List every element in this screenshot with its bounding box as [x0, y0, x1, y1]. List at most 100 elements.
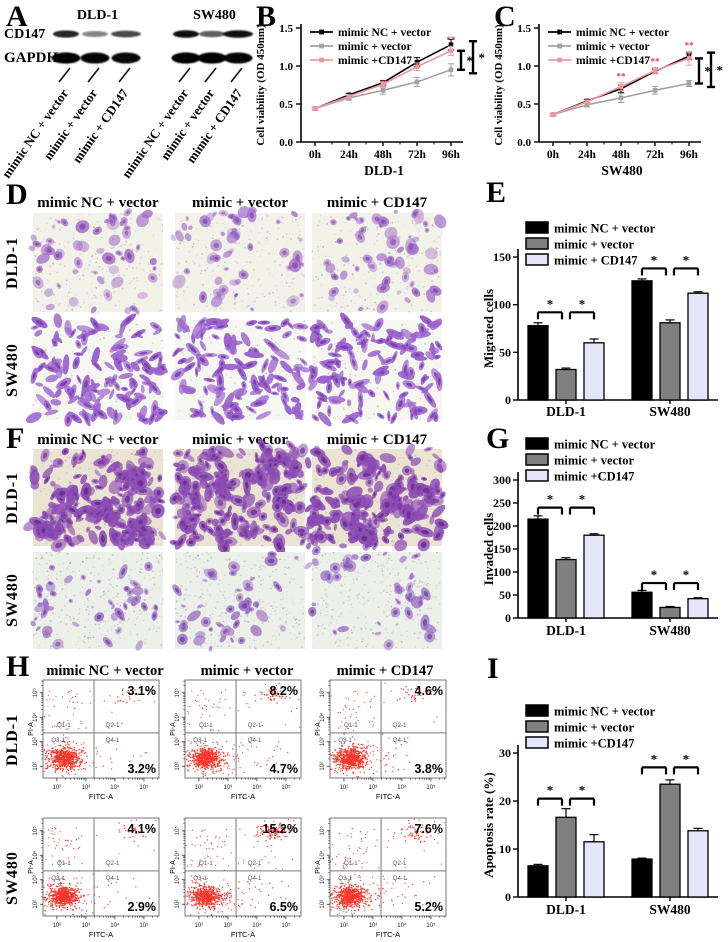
panel-h-col-header: mimic + vector — [200, 663, 294, 679]
svg-text:*: * — [705, 63, 712, 78]
svg-text:1.0: 1.0 — [279, 61, 293, 73]
panel-d-col-header: mimic + vector — [192, 195, 288, 211]
svg-text:1.5: 1.5 — [517, 23, 531, 35]
micrograph-invasion — [304, 546, 442, 651]
svg-text:0: 0 — [505, 393, 511, 407]
blot-row-label-cd147: CD147 — [4, 27, 46, 42]
svg-text:mimic NC + vector: mimic NC + vector — [576, 27, 669, 39]
svg-text:Cell viability (OD 450nm): Cell viability (OD 450nm) — [255, 24, 267, 146]
panel-d-row-label: SW480 — [4, 343, 21, 397]
panel-d-col-header: mimic + CD147 — [326, 195, 428, 211]
svg-text:SW480: SW480 — [649, 404, 691, 419]
panel-f-col-header: mimic + vector — [192, 432, 288, 448]
svg-text:DLD-1: DLD-1 — [546, 404, 586, 419]
panel-d-row-label: DLD-1 — [4, 236, 21, 289]
micrograph-migration — [28, 208, 164, 316]
micrograph-invasion — [304, 443, 449, 552]
panel-h-letter: H — [6, 650, 30, 683]
svg-text:96h: 96h — [680, 149, 699, 161]
svg-text:mimic +CD147: mimic +CD147 — [576, 55, 650, 67]
micrograph-invasion — [172, 551, 306, 652]
svg-text:0h: 0h — [547, 149, 560, 161]
svg-text:mimic + vector: mimic + vector — [576, 41, 650, 53]
panel-f-row-label: SW480 — [4, 573, 21, 628]
panel-f-col-header: mimic NC + vector — [37, 432, 159, 448]
micrograph-invasion — [23, 446, 167, 552]
svg-text:48h: 48h — [374, 149, 393, 161]
svg-text:*: * — [579, 296, 586, 311]
panel-d-col-header: mimic NC + vector — [37, 195, 159, 211]
svg-text:**: ** — [685, 41, 695, 51]
svg-text:*: * — [651, 252, 658, 267]
panel-f-row-label: DLD-1 — [4, 471, 21, 524]
micrograph-migration — [170, 314, 310, 425]
svg-text:100: 100 — [493, 298, 511, 312]
svg-text:*: * — [467, 53, 474, 68]
svg-text:*: * — [547, 296, 554, 311]
svg-text:SW480: SW480 — [601, 163, 643, 178]
svg-text:1.0: 1.0 — [517, 61, 531, 73]
svg-text:mimic + vector: mimic + vector — [554, 238, 634, 252]
svg-text:50: 50 — [499, 345, 511, 359]
svg-text:**: ** — [617, 72, 627, 82]
panel-e-bar-chart: 0 50 100 150 Migrated cells mimic NC + vector… — [481, 221, 718, 419]
svg-text:*: * — [717, 62, 724, 77]
svg-text:mimic NC + vector: mimic NC + vector — [338, 27, 431, 39]
panel-c-line-chart: 0.0 0.5 1.0 1.5 0h 24h 48h 72h 96h SW480 Cell viab… — [493, 23, 724, 178]
panel-c-letter: C — [494, 0, 516, 33]
svg-text:24h: 24h — [578, 149, 597, 161]
svg-text:mimic NC + vector: mimic NC + vector — [554, 222, 656, 236]
svg-text:DLD-1: DLD-1 — [364, 163, 404, 178]
svg-text:24h: 24h — [340, 149, 359, 161]
panel-h-col-header: mimic NC + vector — [46, 663, 164, 679]
blot-group-title-dld1: DLD-1 — [76, 8, 119, 23]
svg-text:150: 150 — [493, 250, 511, 264]
blot-row-label-gapdh: GAPDH — [4, 50, 59, 66]
micrograph-migration — [308, 312, 443, 427]
svg-text:0.5: 0.5 — [517, 99, 531, 111]
panel-h-col-header: mimic + CD147 — [336, 663, 434, 679]
svg-text:**: ** — [447, 35, 457, 45]
panel-a-letter: A — [6, 0, 28, 33]
svg-text:mimic + CD147: mimic + CD147 — [554, 254, 638, 268]
panel-b-line-chart: 0.0 0.5 1.0 1.5 0h 24h 48h 72h 96h DLD-1 Cell viab… — [255, 23, 486, 178]
panel-f-col-header: mimic + CD147 — [326, 432, 428, 448]
svg-text:0.5: 0.5 — [279, 99, 293, 111]
micrograph-migration — [170, 206, 306, 313]
panel-d-letter: D — [6, 178, 28, 211]
panel-e-letter: E — [486, 176, 507, 209]
svg-text:mimic + vector: mimic + vector — [338, 41, 412, 53]
panel-b-letter: B — [256, 0, 277, 33]
panel-f-letter: F — [6, 422, 25, 455]
svg-text:*: * — [683, 252, 690, 267]
svg-text:72h: 72h — [646, 149, 665, 161]
svg-text:0.0: 0.0 — [279, 137, 293, 149]
panel-h-row-label: SW480 — [4, 851, 21, 905]
panel-h-row-label: DLD-1 — [4, 713, 21, 767]
svg-text:*: * — [479, 50, 486, 65]
svg-text:0.0: 0.0 — [517, 137, 531, 149]
micrograph-migration — [311, 208, 447, 314]
svg-text:mimic +CD147: mimic +CD147 — [338, 55, 412, 67]
svg-text:Migrated cells: Migrated cells — [481, 289, 496, 368]
svg-text:48h: 48h — [612, 149, 631, 161]
micrograph-invasion — [169, 438, 313, 556]
svg-text:Cell viability (OD 450nm): Cell viability (OD 450nm) — [493, 24, 505, 146]
panel-g-letter: G — [486, 422, 510, 455]
svg-text:**: ** — [651, 57, 661, 67]
blot-group-title-sw480: SW480 — [193, 8, 236, 23]
western-blot-bands — [51, 30, 253, 83]
svg-text:0h: 0h — [309, 149, 322, 161]
svg-text:96h: 96h — [442, 149, 461, 161]
panel-i-letter: I — [487, 652, 499, 685]
svg-text:1.5: 1.5 — [279, 23, 293, 35]
micrograph-invasion — [30, 550, 164, 651]
micrograph-migration — [25, 313, 168, 427]
